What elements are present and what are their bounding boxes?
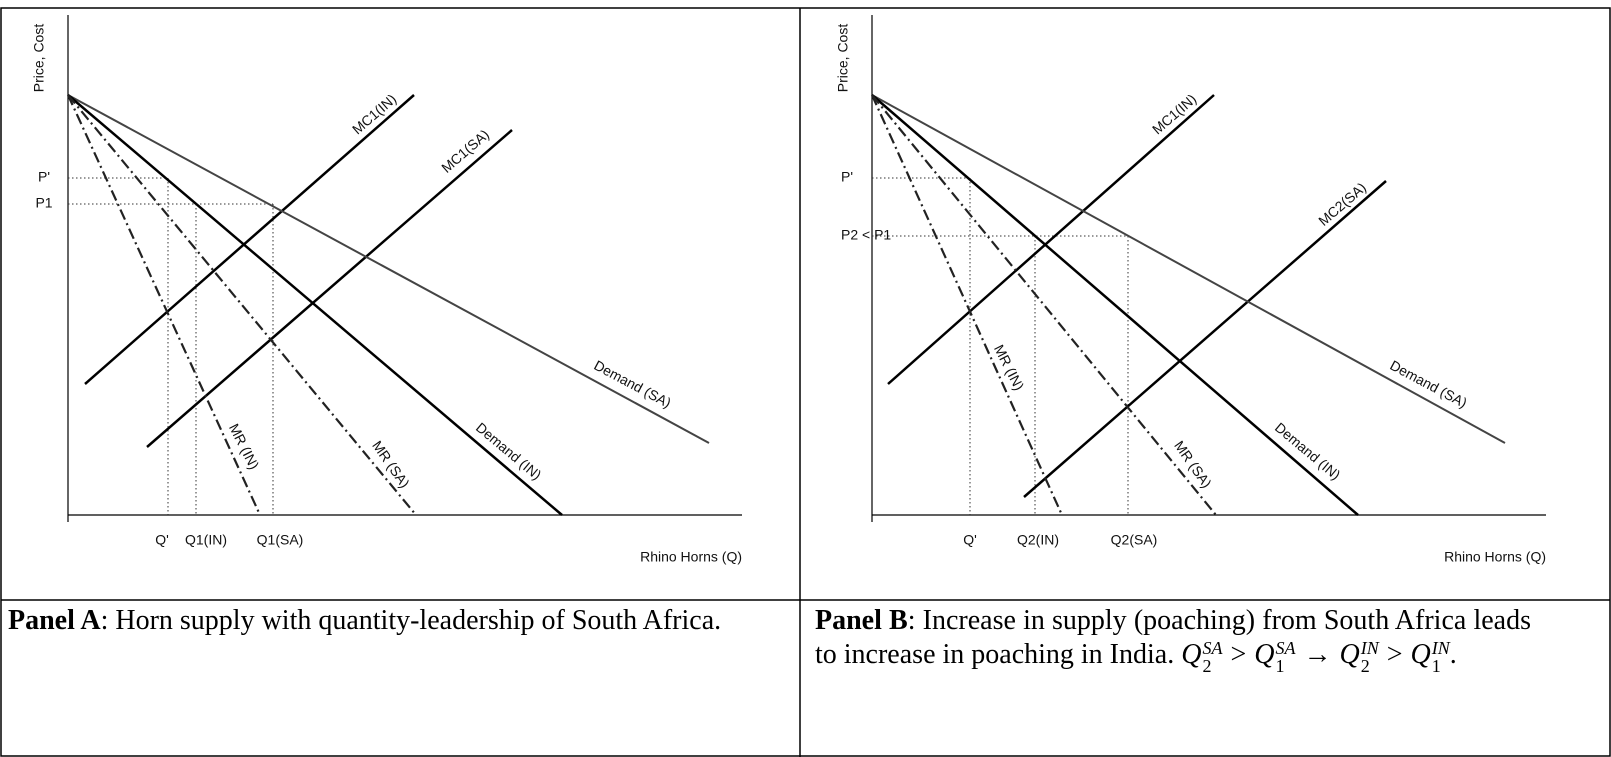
math-term: Q IN 1 [1410, 639, 1450, 675]
quantity-label: Q2(IN) [1017, 532, 1059, 548]
caption-bold: Panel B [815, 605, 908, 636]
math-scripts: SA 1 [1275, 639, 1295, 675]
curve-label: MC1(SA) [438, 126, 492, 176]
x-axis-label: Rhino Horns (Q) [1444, 549, 1546, 565]
quantity-label: Q1(IN) [185, 532, 227, 548]
math-term: Q IN 2 [1339, 639, 1378, 675]
curve [871, 94, 1506, 444]
curve [870, 94, 1064, 516]
math-base: Q [1410, 639, 1431, 670]
price-label: P' [841, 169, 853, 185]
math-sup: IN [1360, 637, 1379, 658]
curve-label: Demand (IN) [473, 419, 545, 483]
caption-text: : Horn supply with quantity-leadership o… [100, 605, 722, 636]
y-axis-label: Price, Cost [835, 24, 851, 93]
quantity-label: Q1(SA) [257, 532, 304, 548]
quantity-label: Q2(SA) [1111, 532, 1158, 548]
curve [66, 94, 262, 516]
math-operator: → [1303, 639, 1332, 670]
math-scripts: SA 2 [1202, 639, 1222, 675]
math-scripts: IN 2 [1361, 639, 1379, 675]
math-sup: IN [1431, 637, 1450, 658]
curve-label: MR (SA) [369, 438, 413, 491]
math-operator: > [1230, 639, 1247, 670]
curve-label: MR (SA) [1171, 438, 1215, 491]
table-border [0, 7, 1611, 757]
curve [67, 94, 710, 444]
caption-b: Panel B: Increase in supply (poaching) f… [815, 604, 1531, 675]
curve-label: Demand (SA) [591, 357, 673, 411]
math-sub: 2 [1360, 655, 1370, 676]
curve-label: Demand (SA) [1387, 357, 1469, 411]
y-axis-label: Price, Cost [31, 24, 47, 93]
curve [871, 94, 1359, 516]
price-label: P' [38, 169, 50, 185]
math-sup: SA [1275, 637, 1296, 658]
curve [1023, 180, 1387, 498]
math-term: Q SA 2 [1181, 639, 1222, 675]
caption-text: : Increase in supply (poaching) from Sou… [815, 605, 1531, 670]
math-base: Q [1339, 639, 1360, 670]
math-operator: . [1449, 639, 1457, 670]
math-scripts: IN 1 [1432, 639, 1450, 675]
math-operator: > [1386, 639, 1403, 670]
math-sup: SA [1202, 637, 1223, 658]
math-base: Q [1254, 639, 1275, 670]
caption-bold: Panel A [8, 605, 101, 636]
math-term: Q SA 1 [1254, 639, 1295, 675]
curve [871, 94, 1217, 516]
curve [67, 94, 563, 516]
curve [146, 129, 513, 448]
curve [887, 94, 1215, 385]
price-label: P2 < P1 [841, 227, 891, 243]
curve [84, 94, 415, 385]
math-sub: 1 [1431, 655, 1441, 676]
quantity-label: Q' [155, 532, 169, 548]
math-base: Q [1181, 639, 1202, 670]
price-label: P1 [35, 195, 52, 211]
math-sub: 2 [1202, 655, 1212, 676]
caption-a: Panel A: Horn supply with quantity-leade… [8, 604, 748, 638]
x-axis-label: Rhino Horns (Q) [640, 549, 742, 565]
math-sub: 1 [1275, 655, 1285, 676]
curve [67, 94, 417, 516]
curve-label: MR (IN) [226, 421, 263, 472]
caption-math: Q SA 2 > Q SA 1 → Q IN 2 > Q IN 1. [1181, 639, 1457, 675]
quantity-label: Q' [963, 532, 977, 548]
